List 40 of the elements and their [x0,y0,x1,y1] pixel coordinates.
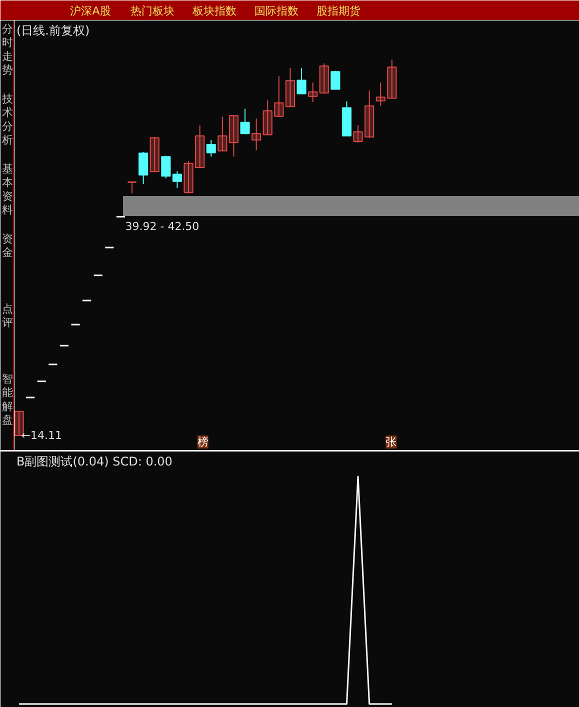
candlestick [274,76,284,117]
text: 智能解盘 [2,372,13,426]
text: 板块指数 [192,4,236,18]
text: 沪深A股 [70,4,111,18]
candlestick [285,67,296,108]
candlestick [161,155,171,179]
text: 技术分析 [1,92,13,146]
text: 张 [386,436,397,448]
candlestick [150,136,160,172]
candlestick [195,124,205,168]
chart-title: (日线.前复权) [16,24,90,38]
candlestick [252,118,262,151]
candlestick [376,82,386,106]
candlestick [262,100,272,136]
candlestick [296,67,306,94]
candlestick [218,116,228,152]
text: 榜 [197,436,208,448]
text: 资金 [2,232,13,260]
candlestick [364,90,374,138]
text: 分时走势 [2,22,13,76]
text: 股指期货 [316,4,360,18]
candlestick [353,124,363,144]
candlestick [330,70,340,90]
candlestick [128,181,136,194]
candlestick [228,115,239,158]
candlestick [240,108,250,134]
text: 点评 [2,302,13,330]
chart-title: B副图测试(0.04) SCD: 0.00 [16,454,172,468]
text: 基本资料 [2,162,13,216]
annotation: ←14.11 [21,428,62,442]
candlestick [308,82,318,103]
candlestick [172,170,182,189]
candlestick [319,62,329,94]
candlestick [138,152,148,185]
band-label: 39.92 - 42.50 [125,220,200,233]
text: 热门板块 [130,4,174,18]
candlestick [387,59,397,99]
candlestick [206,140,216,158]
candlestick [184,160,194,194]
text: 国际指数 [254,4,298,18]
